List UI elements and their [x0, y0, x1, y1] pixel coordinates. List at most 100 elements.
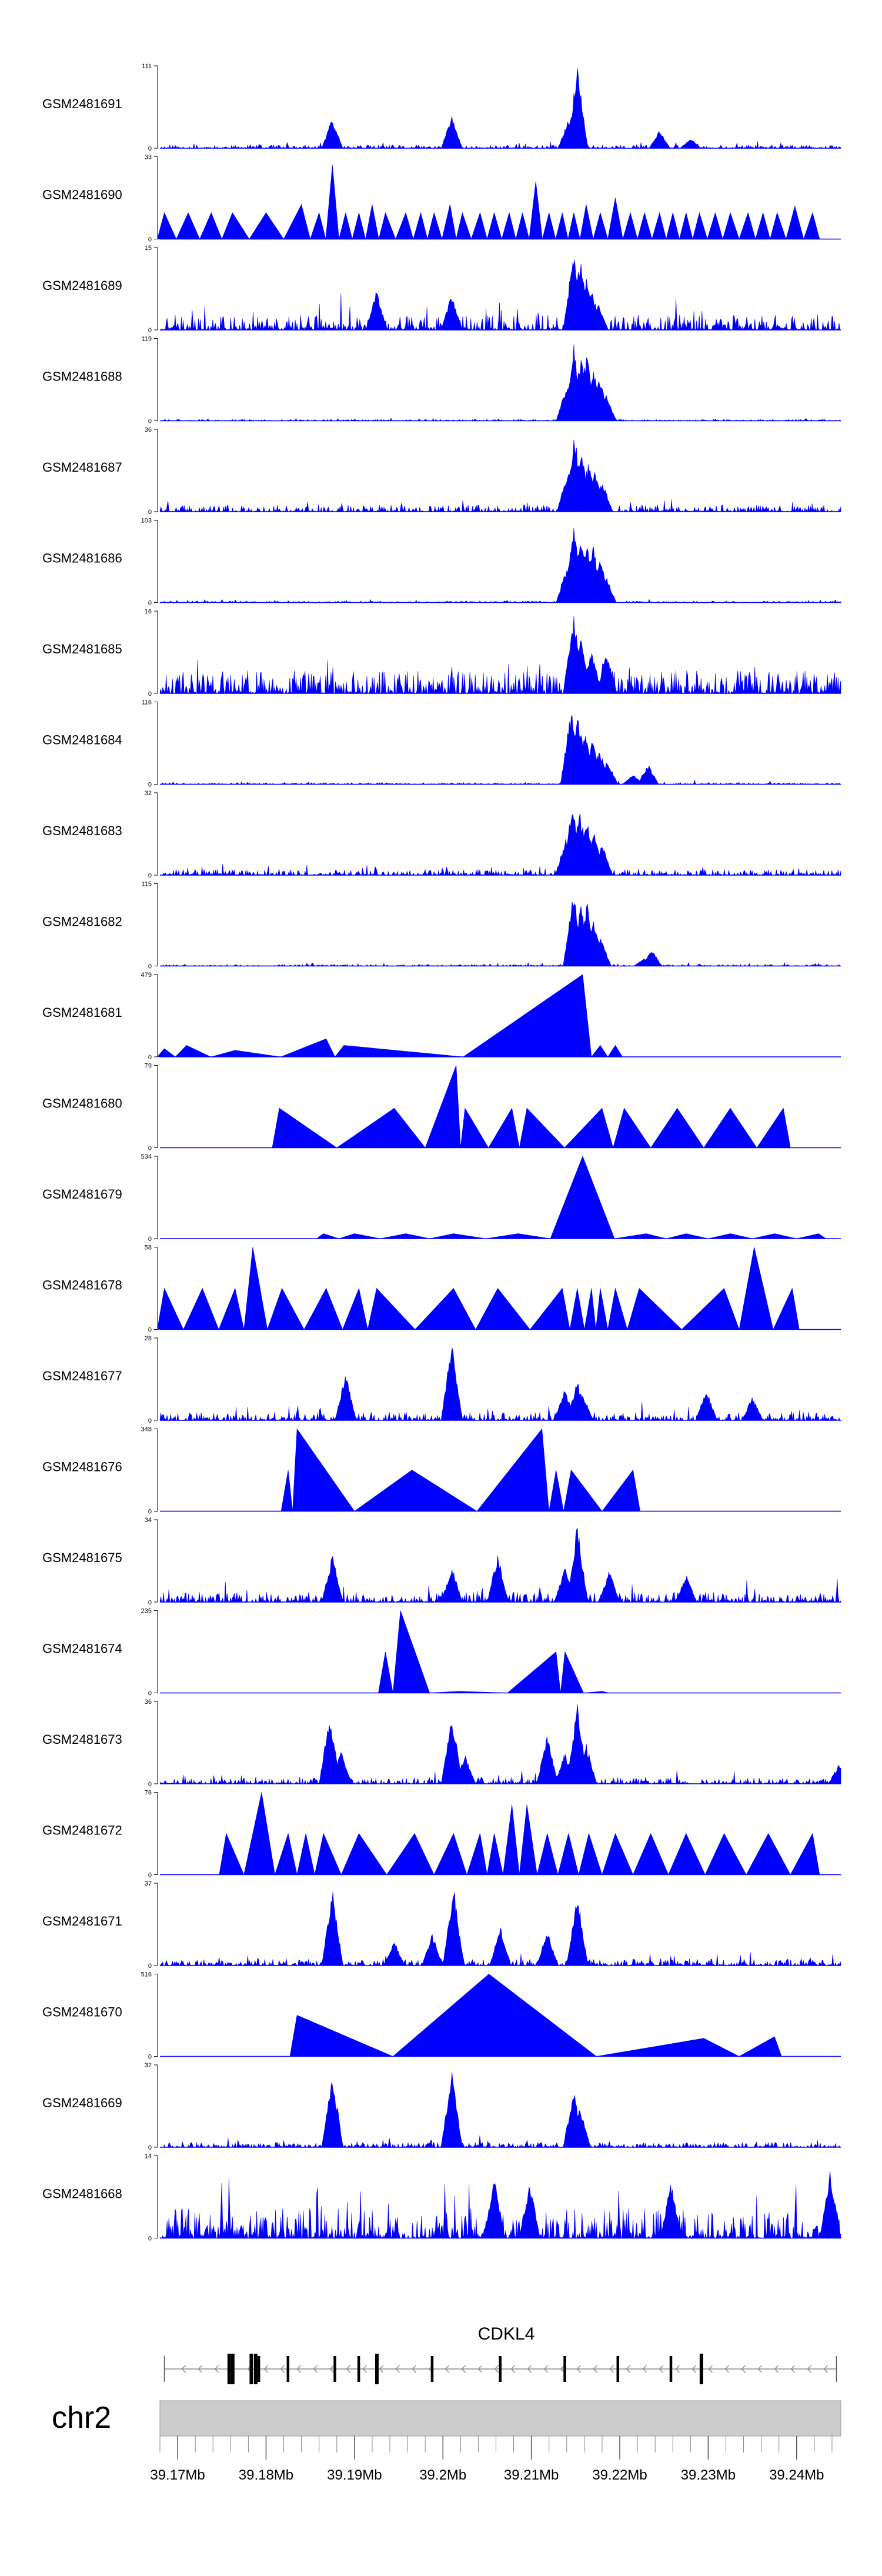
track-label: GSM2481673	[42, 1732, 122, 1747]
y-axis-zero-label: 0	[148, 327, 152, 334]
gene-exon	[333, 2356, 336, 2382]
coverage-area	[159, 528, 841, 603]
coverage-area	[159, 902, 841, 967]
track-label: GSM2481687	[42, 460, 122, 475]
coverage-area	[159, 1347, 841, 1422]
y-axis-zero-label: 0	[148, 1963, 152, 1970]
track-label: GSM2481682	[42, 915, 122, 929]
strand-arrow	[576, 2365, 582, 2373]
strand-arrow	[313, 2365, 318, 2373]
track-GSM2481668: GSM2481668 14 0	[42, 2153, 841, 2243]
track-GSM2481687: GSM2481687 36 0	[42, 426, 841, 516]
strand-arrow	[263, 2365, 269, 2373]
track-label: GSM2481671	[42, 1914, 122, 1928]
track-GSM2481684: GSM2481684 116 0	[42, 699, 841, 789]
strand-arrow	[543, 2365, 549, 2373]
strand-arrow	[642, 2365, 647, 2373]
y-axis-zero-label: 0	[148, 2235, 152, 2243]
strand-arrow	[198, 2365, 203, 2373]
track-label: GSM2481689	[42, 278, 122, 293]
strand-arrow	[823, 2365, 828, 2373]
gene-exon	[357, 2356, 360, 2382]
coverage-area	[159, 1891, 841, 1967]
coverage-area	[160, 345, 841, 422]
strand-arrow	[659, 2365, 664, 2373]
track-label: GSM2481684	[42, 733, 122, 748]
gene-exon	[257, 2356, 260, 2382]
y-axis-zero-label: 0	[148, 963, 152, 970]
track-GSM2481680: GSM2481680 79 0	[42, 1063, 841, 1152]
track-GSM2481673: GSM2481673 36 0	[42, 1699, 841, 1788]
strand-arrow	[560, 2365, 565, 2373]
y-axis-zero-label: 0	[148, 1599, 152, 1606]
gene-exon	[249, 2354, 253, 2384]
y-axis-max-label: 119	[141, 336, 152, 343]
track-label: GSM2481670	[42, 2005, 122, 2020]
track-label: GSM2481678	[42, 1278, 122, 1293]
strand-arrow	[214, 2365, 219, 2373]
strand-arrow	[461, 2365, 466, 2373]
y-axis-max-label: 103	[141, 518, 152, 525]
strand-arrow	[181, 2365, 186, 2373]
track-GSM2481688: GSM2481688 119 0	[42, 336, 841, 425]
coverage-area	[159, 68, 841, 149]
strand-arrow	[626, 2365, 631, 2373]
x-axis-tick-label: 39.21Mb	[504, 2467, 559, 2483]
gene-annotation-track: CDKL4	[163, 2324, 837, 2384]
track-GSM2481669: GSM2481669 32 0	[42, 2062, 841, 2151]
y-axis-max-label: 15	[145, 245, 152, 252]
gene-exon	[499, 2356, 502, 2382]
y-axis-max-label: 516	[141, 1971, 152, 1978]
gene-exon	[227, 2354, 231, 2384]
coverage-area	[272, 1065, 791, 1149]
strand-arrow	[807, 2365, 812, 2373]
strand-arrow	[346, 2365, 351, 2373]
track-label: GSM2481681	[42, 1005, 122, 1020]
y-axis-max-label: 28	[145, 1335, 152, 1342]
y-axis-zero-label: 0	[148, 600, 152, 607]
y-axis-zero-label: 0	[148, 145, 152, 152]
strand-arrow	[395, 2365, 400, 2373]
coverage-area	[378, 1610, 609, 1693]
track-GSM2481691: GSM2481691 111 0	[42, 63, 841, 152]
track-label: GSM2481679	[42, 1187, 122, 1202]
track-label: GSM2481685	[42, 642, 122, 656]
track-GSM2481689: GSM2481689 15 0	[42, 245, 841, 334]
track-label: GSM2481683	[42, 823, 122, 838]
strand-arrow	[741, 2365, 746, 2373]
track-label: GSM2481668	[42, 2187, 122, 2201]
track-GSM2481681: GSM2481681 479 0	[42, 972, 841, 1061]
strand-arrow	[445, 2365, 450, 2373]
y-axis-zero-label: 0	[148, 1690, 152, 1697]
y-axis-zero-label: 0	[148, 690, 152, 698]
y-axis-max-label: 111	[142, 63, 152, 70]
strand-arrow	[675, 2365, 680, 2373]
gene-exon	[430, 2356, 434, 2382]
strand-arrow	[708, 2365, 713, 2373]
coverage-area	[159, 813, 841, 876]
y-axis-max-label: 116	[141, 699, 152, 706]
track-label: GSM2481672	[42, 1823, 122, 1838]
coverage-area	[157, 1247, 800, 1330]
y-axis-zero-label: 0	[148, 1872, 152, 1879]
strand-arrow	[774, 2365, 779, 2373]
y-axis-max-label: 348	[141, 1426, 152, 1433]
coverage-area	[159, 616, 841, 695]
y-axis-max-label: 32	[145, 790, 152, 797]
y-axis-zero-label: 0	[148, 782, 152, 789]
chromosome-axis-track: chr2 39.17Mb 39.18Mb 39.19Mb 39.2Mb 39.21Mb 39…	[52, 2400, 841, 2483]
x-axis-tick-label: 39.19Mb	[327, 2467, 382, 2483]
coverage-area	[159, 439, 841, 513]
track-GSM2481676: GSM2481676 348 0	[42, 1426, 841, 1516]
y-axis-max-label: 32	[145, 2062, 152, 2069]
chromosome-band	[159, 2400, 841, 2437]
gene-exon	[669, 2356, 673, 2382]
track-GSM2481677: GSM2481677 28 0	[42, 1335, 841, 1424]
coverage-area	[159, 2171, 841, 2239]
gene-exon	[253, 2354, 258, 2384]
y-axis-zero-label: 0	[148, 236, 152, 243]
y-axis-max-label: 79	[145, 1063, 152, 1070]
coverage-area	[159, 2072, 841, 2148]
x-axis-tick-label: 39.2Mb	[419, 2467, 466, 2483]
